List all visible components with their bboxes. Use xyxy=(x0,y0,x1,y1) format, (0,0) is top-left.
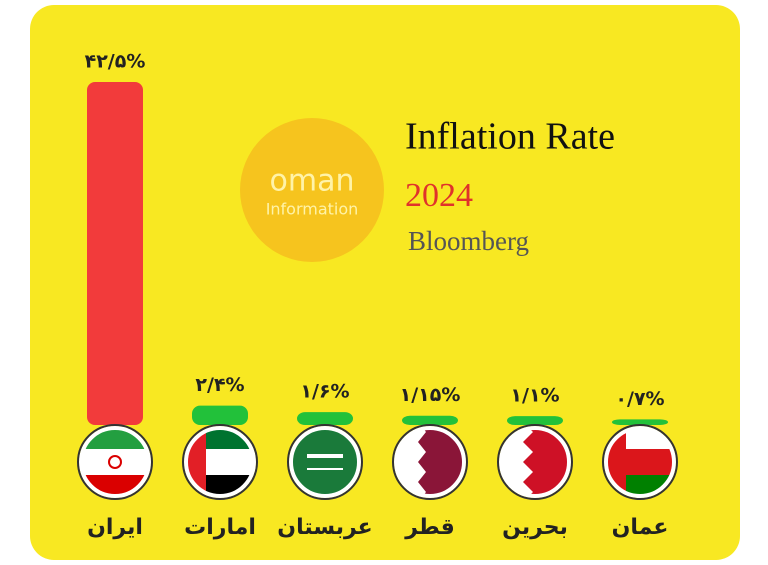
flag-ring xyxy=(79,426,151,498)
bar xyxy=(297,412,353,425)
value-label: ۴۲/۵% xyxy=(85,51,146,73)
value-label: ۲/۴% xyxy=(195,374,244,396)
flag-border xyxy=(602,424,678,500)
flag xyxy=(182,424,258,500)
flag-ring xyxy=(184,426,256,498)
x-tick-label: قطر xyxy=(404,515,455,540)
flag xyxy=(77,424,153,500)
flag xyxy=(497,424,573,500)
flag-ring xyxy=(394,426,466,498)
value-label: ۱/۱% xyxy=(510,385,559,407)
x-tick-label: عربستان xyxy=(277,515,372,540)
watermark-circle xyxy=(240,118,384,262)
flag-border xyxy=(182,424,258,500)
flag-ring xyxy=(499,426,571,498)
flag xyxy=(392,424,468,500)
x-tick-label: عمان xyxy=(612,515,669,540)
bar xyxy=(87,82,143,425)
flag xyxy=(287,424,363,500)
x-tick-label: امارات xyxy=(184,515,256,540)
x-tick-label: ایران xyxy=(87,515,143,540)
flag-part xyxy=(292,429,358,495)
flag-ring xyxy=(604,426,676,498)
flag-part xyxy=(307,468,343,470)
bar xyxy=(612,419,668,425)
bar xyxy=(192,405,248,425)
chart-subtitle: 2024 xyxy=(405,177,473,214)
flag-ring xyxy=(289,426,361,498)
flag-part xyxy=(108,455,122,469)
source: Bloomberg xyxy=(408,226,529,256)
flag-border xyxy=(77,424,153,500)
flag-part xyxy=(307,454,343,458)
flag-body xyxy=(292,429,358,495)
flag-body xyxy=(502,429,568,495)
flag-border xyxy=(392,424,468,500)
value-label: ۰/۷% xyxy=(615,388,664,410)
x-tick-label: بحرین xyxy=(502,515,568,540)
flag xyxy=(602,424,678,500)
value-label: ۱/۱۵% xyxy=(400,384,461,406)
flag-part xyxy=(82,449,148,475)
flag-border xyxy=(497,424,573,500)
watermark: oman xyxy=(270,164,355,199)
chart-title: Inflation Rate xyxy=(405,116,615,158)
bar xyxy=(507,416,563,425)
flag-border xyxy=(287,424,363,500)
watermark: Information xyxy=(266,200,359,219)
value-label: ۱/۶% xyxy=(300,381,349,403)
bar xyxy=(402,415,458,425)
